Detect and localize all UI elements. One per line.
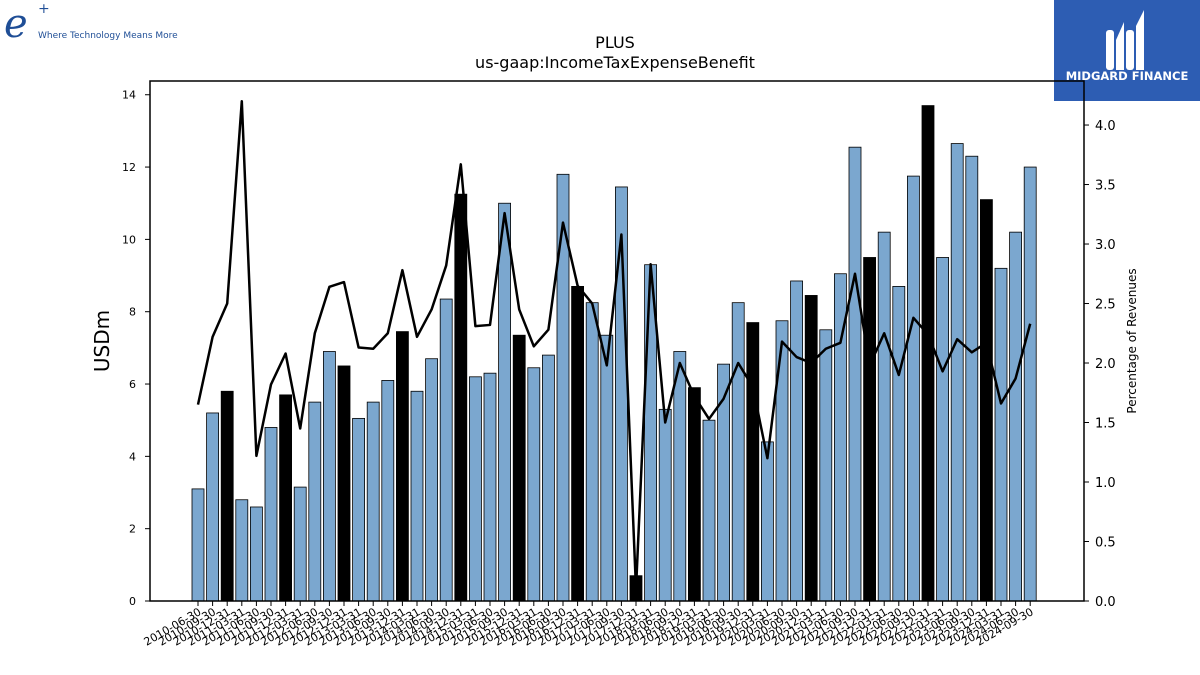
bar-2016-03-31 <box>527 367 541 602</box>
bar-2010-12-31 <box>220 390 234 602</box>
bar-2023-12-31 <box>980 199 993 602</box>
bar-2019-12-31 <box>746 322 760 602</box>
y-tick-label: 0 <box>129 595 136 608</box>
bar-2014-12-31 <box>454 193 468 602</box>
y2-axis-label: Percentage of Revenues <box>1125 268 1139 413</box>
bar-2015-12-31 <box>512 334 526 602</box>
y2-tick-label: 2.0 <box>1095 357 1116 372</box>
bar-2012-12-31 <box>337 365 351 602</box>
bar-2014-09-30 <box>439 298 453 602</box>
bar-2018-06-30 <box>658 408 672 602</box>
bar-2024-06-30 <box>1009 231 1022 602</box>
bar-2016-12-31 <box>571 285 584 602</box>
y2-tick-label: 1.0 <box>1095 476 1116 491</box>
midgard-emblem-icon <box>1106 10 1144 70</box>
bar-2018-09-30 <box>673 351 687 602</box>
bar-2013-06-30 <box>366 401 380 602</box>
chart-title: PLUS <box>595 33 635 52</box>
bar-series <box>191 105 1037 602</box>
bar-2022-09-30 <box>907 175 920 602</box>
y-tick-label: 2 <box>129 523 136 536</box>
y-tick-label: 6 <box>129 378 136 391</box>
bar-2013-09-30 <box>381 380 395 602</box>
y2-tick-label: 3.5 <box>1095 179 1116 194</box>
bar-2017-03-31 <box>585 302 599 602</box>
y2-tick-label: 1.5 <box>1095 417 1116 432</box>
bar-2011-03-31 <box>235 499 249 602</box>
logo-midgard-finance: MIDGARD FINANCE <box>1054 0 1200 101</box>
plot-border <box>149 80 1085 602</box>
bar-2020-09-30 <box>790 280 803 602</box>
bar-2010-09-30 <box>206 412 220 602</box>
logo-plus: + <box>38 1 50 17</box>
bar-2023-06-30 <box>950 143 964 602</box>
bar-2020-12-31 <box>804 295 818 602</box>
y-tick-label: 10 <box>122 233 136 246</box>
bar-2014-03-31 <box>410 390 424 602</box>
bar-2024-09-30 <box>1023 166 1037 602</box>
bar-2014-06-30 <box>425 358 439 602</box>
bar-2020-06-30 <box>775 320 789 602</box>
y2-tick-label: 0.5 <box>1095 536 1116 551</box>
x-axis-ticks: 2010-06-302010-09-302010-12-312011-03-31… <box>142 601 1036 649</box>
bar-2015-06-30 <box>483 372 497 602</box>
bar-2011-06-30 <box>249 506 263 602</box>
bar-2010-06-30 <box>191 488 205 602</box>
y-tick-label: 4 <box>129 450 136 463</box>
bar-2023-03-31 <box>936 257 949 602</box>
y-tick-label: 12 <box>122 161 136 174</box>
y2-tick-label: 2.5 <box>1095 298 1116 313</box>
bar-2024-03-31 <box>994 267 1008 602</box>
y2-tick-label: 4.0 <box>1095 119 1116 134</box>
bar-2012-09-30 <box>322 351 336 602</box>
y-tick-label: 8 <box>129 306 136 319</box>
bar-2012-03-31 <box>293 486 307 602</box>
bar-2015-03-31 <box>468 376 482 602</box>
bar-2019-09-30 <box>731 302 745 602</box>
logo-tagline: Where Technology Means More <box>38 31 178 41</box>
y-axis-ticks: 0 2 4 6 8 10 12 14 <box>122 89 150 608</box>
line-series <box>196 99 1032 591</box>
bar-2015-09-30 <box>498 202 512 602</box>
bar-2017-06-30 <box>600 334 614 602</box>
logo-mark: e <box>4 1 28 47</box>
bar-2019-03-31 <box>702 419 716 602</box>
bar-2022-12-31 <box>921 105 935 602</box>
bar-2013-03-31 <box>352 417 366 602</box>
y-tick-label: 14 <box>122 89 136 102</box>
bar-2022-06-30 <box>892 285 906 602</box>
y2-tick-label: 0.0 <box>1095 595 1116 610</box>
bar-2021-12-31 <box>863 257 876 602</box>
plot-frame <box>149 80 1085 602</box>
bar-2022-03-31 <box>877 231 891 602</box>
bar-2021-03-31 <box>819 329 833 602</box>
bar-2018-12-31 <box>688 387 701 602</box>
y-axis-label: USDm <box>90 310 114 372</box>
y2-axis-ticks: 0.0 0.5 1.0 1.5 2.0 2.5 3.0 3.5 4.0 <box>1084 119 1116 610</box>
bar-2011-09-30 <box>264 427 278 602</box>
logo-eplus: e + Where Technology Means More <box>0 0 200 50</box>
chart-subtitle: us-gaap:IncomeTaxExpenseBenefit <box>475 53 755 72</box>
bar-2011-12-31 <box>279 394 293 602</box>
brand-name: MIDGARD FINANCE <box>1065 69 1189 83</box>
bar-2021-09-30 <box>848 146 862 602</box>
bar-2016-06-30 <box>542 354 555 602</box>
y2-tick-label: 3.0 <box>1095 238 1116 253</box>
bar-2013-12-31 <box>395 331 409 602</box>
bar-2012-06-30 <box>308 401 322 602</box>
bar-2020-03-31 <box>761 441 774 602</box>
pct-revenue-line <box>196 99 1032 591</box>
bar-2023-09-30 <box>965 155 979 602</box>
